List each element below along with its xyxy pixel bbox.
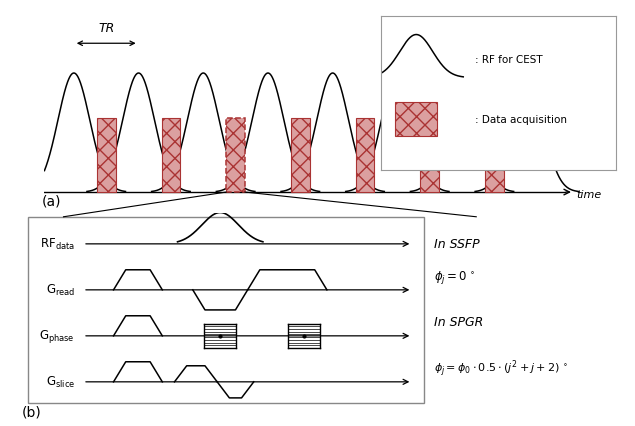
Bar (395, 103, 438, 137)
Bar (420, 119, 439, 193)
Text: : RF for CEST: : RF for CEST (475, 55, 542, 65)
Text: RF$_{\mathrm{data}}$: RF$_{\mathrm{data}}$ (40, 237, 75, 252)
Bar (161, 119, 180, 193)
Bar (226, 119, 245, 193)
Text: (b): (b) (22, 404, 42, 418)
Bar (291, 119, 310, 193)
Text: $\phi_j = \phi_0 \cdot 0.5 \cdot (j^2 + j + 2)\,^\circ$: $\phi_j = \phi_0 \cdot 0.5 \cdot (j^2 + … (434, 357, 568, 378)
Text: $\cdots$: $\cdots$ (549, 150, 566, 168)
Text: G$_{\mathrm{phase}}$: G$_{\mathrm{phase}}$ (39, 328, 75, 345)
Text: : Data acquisition: : Data acquisition (475, 115, 567, 125)
Bar (28, 217, 424, 403)
Bar (97, 119, 116, 193)
Bar (485, 119, 504, 193)
Text: G$_{\mathrm{slice}}$: G$_{\mathrm{slice}}$ (46, 374, 75, 389)
Text: G$_{\mathrm{read}}$: G$_{\mathrm{read}}$ (46, 282, 75, 298)
Text: time: time (577, 190, 602, 199)
Text: TR: TR (98, 22, 114, 35)
Text: In SSFP: In SSFP (434, 238, 479, 251)
Bar (356, 119, 375, 193)
Text: $\phi_j = 0\,^\circ$: $\phi_j = 0\,^\circ$ (434, 269, 475, 286)
Text: (a): (a) (41, 194, 61, 208)
Text: In SPGR: In SPGR (434, 315, 483, 328)
